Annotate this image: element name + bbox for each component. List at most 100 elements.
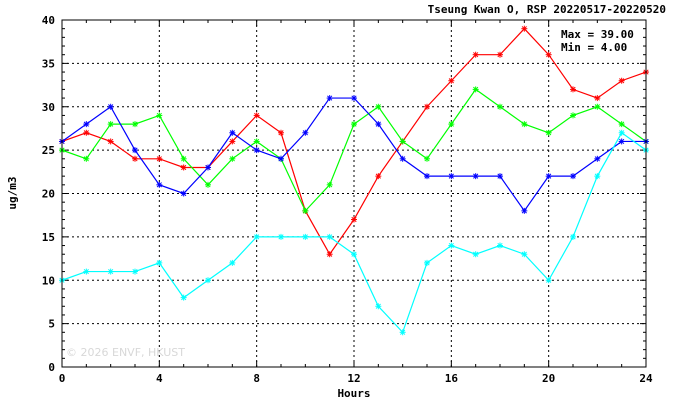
data-point xyxy=(399,138,406,145)
data-point xyxy=(448,173,455,180)
watermark: © 2026 ENVF, HKUST xyxy=(66,346,185,359)
data-point xyxy=(594,173,601,180)
data-point xyxy=(351,121,357,128)
data-point xyxy=(472,51,479,58)
data-point xyxy=(180,155,187,162)
data-point xyxy=(375,173,382,180)
data-point xyxy=(132,268,138,275)
data-point xyxy=(497,242,503,249)
data-point xyxy=(375,303,382,310)
data-point xyxy=(618,129,625,136)
data-point xyxy=(424,155,430,162)
data-point xyxy=(399,155,406,162)
data-point xyxy=(253,147,260,154)
data-point xyxy=(399,329,406,336)
data-point xyxy=(302,207,309,214)
data-point xyxy=(351,95,357,102)
data-point xyxy=(83,121,90,128)
data-point xyxy=(448,77,455,84)
data-point xyxy=(618,77,625,84)
data-point xyxy=(156,155,163,162)
data-point xyxy=(472,86,479,93)
data-point xyxy=(594,155,601,162)
data-point xyxy=(570,173,576,180)
series-2 xyxy=(59,86,649,214)
x-tick-label: 12 xyxy=(347,372,360,385)
data-point xyxy=(448,121,455,128)
data-point xyxy=(570,112,576,119)
data-point xyxy=(570,86,576,93)
data-point xyxy=(180,294,187,301)
data-point xyxy=(229,129,236,136)
data-point xyxy=(132,155,138,162)
data-point xyxy=(132,147,138,154)
series-line xyxy=(61,131,647,334)
plot-frame xyxy=(61,19,647,368)
x-tick-label: 16 xyxy=(445,372,459,385)
y-tick-label: 5 xyxy=(48,318,55,331)
data-point xyxy=(497,103,503,110)
data-point xyxy=(83,268,90,275)
data-point xyxy=(205,277,211,284)
y-tick-label: 15 xyxy=(42,231,55,244)
data-point xyxy=(326,233,333,240)
y-tick-label: 30 xyxy=(42,101,55,114)
data-point xyxy=(278,129,284,136)
data-point xyxy=(472,251,479,258)
data-point xyxy=(618,121,625,128)
data-point xyxy=(302,233,309,240)
data-point xyxy=(156,181,163,188)
y-tick-label: 10 xyxy=(42,274,55,287)
x-tick-label: 4 xyxy=(156,372,163,385)
data-point xyxy=(618,138,625,145)
data-point xyxy=(326,95,333,102)
data-point xyxy=(545,51,552,58)
data-point xyxy=(521,207,528,214)
data-point xyxy=(156,112,163,119)
max-label: Max = 39.00 xyxy=(561,28,634,41)
data-point xyxy=(570,233,576,240)
data-point xyxy=(448,242,455,249)
data-point xyxy=(107,138,114,145)
x-tick-label: 20 xyxy=(542,372,555,385)
data-point xyxy=(521,251,528,258)
data-point xyxy=(180,190,187,197)
x-tick-labels: 0 4 8 12 16 20 24 xyxy=(59,372,653,385)
data-point xyxy=(375,121,382,128)
data-point xyxy=(375,103,382,110)
data-point xyxy=(229,259,236,266)
grid xyxy=(61,19,647,368)
data-point xyxy=(351,251,357,258)
series-4 xyxy=(59,129,649,336)
data-point xyxy=(205,181,211,188)
data-point xyxy=(107,121,114,128)
data-point xyxy=(424,103,430,110)
data-point xyxy=(229,138,236,145)
series-group xyxy=(59,25,649,336)
data-point xyxy=(424,173,430,180)
x-tick-label: 0 xyxy=(59,372,66,385)
data-point xyxy=(253,138,260,145)
x-axis-label: Hours xyxy=(337,387,370,400)
data-point xyxy=(180,164,187,171)
data-point xyxy=(521,121,528,128)
y-tick-label: 0 xyxy=(48,361,55,374)
data-point xyxy=(156,259,163,266)
data-point xyxy=(472,173,479,180)
data-point xyxy=(326,251,333,258)
data-point xyxy=(229,155,236,162)
y-tick-labels: 0 5 10 15 20 25 30 35 40 xyxy=(42,14,55,374)
data-point xyxy=(107,103,114,110)
y-axis-label: ug/m3 xyxy=(6,176,19,209)
data-point xyxy=(351,216,357,223)
data-point xyxy=(545,129,552,136)
data-point xyxy=(302,129,309,136)
x-tick-label: 8 xyxy=(253,372,260,385)
y-tick-label: 25 xyxy=(42,144,55,157)
data-point xyxy=(594,95,601,102)
data-point xyxy=(205,164,211,171)
data-point xyxy=(83,129,90,136)
chart-title: Tseung Kwan O, RSP 20220517-20220520 xyxy=(428,3,666,16)
data-point xyxy=(497,173,503,180)
data-point xyxy=(594,103,601,110)
